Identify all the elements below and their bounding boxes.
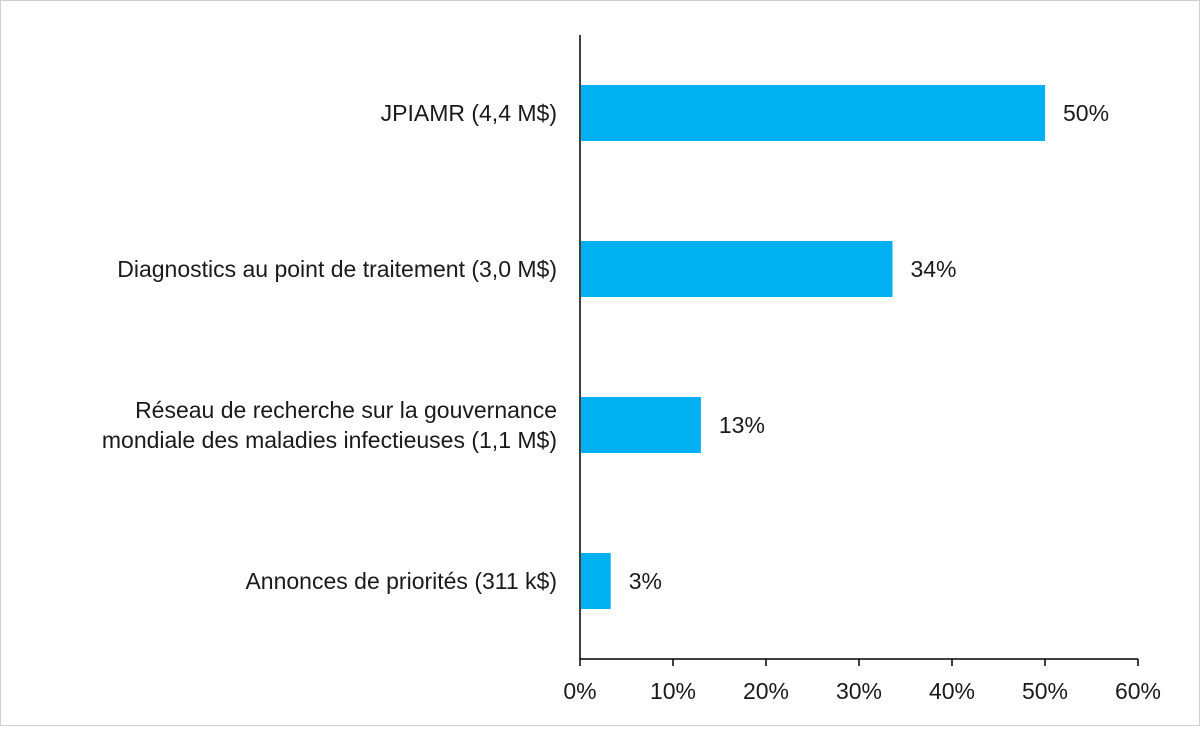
bar-1 [581, 85, 1045, 141]
x-tick-label-2: 20% [743, 678, 789, 704]
bar-3 [581, 397, 701, 453]
x-tick-label-4: 40% [929, 678, 975, 704]
data-label-3: 13% [719, 412, 765, 438]
x-tick-labels: 0% 10% 20% 30% 40% 50% 60% [563, 678, 1161, 704]
x-tick-label-6: 60% [1115, 678, 1161, 704]
bar-2 [581, 241, 893, 297]
category-label-3-line-1: Réseau de recherche sur la gouvernance [135, 397, 557, 423]
data-label-4: 3% [629, 568, 662, 594]
category-labels: JPIAMR (4,4 M$) Diagnostics au point de t… [102, 100, 557, 594]
x-tick-label-3: 30% [836, 678, 882, 704]
data-label-1: 50% [1063, 100, 1109, 126]
bars-group [581, 85, 1045, 609]
x-tick-label-0: 0% [563, 678, 596, 704]
x-tick-label-1: 10% [650, 678, 696, 704]
category-label-1: JPIAMR (4,4 M$) [381, 100, 557, 126]
category-label-4: Annonces de priorités (311 k$) [245, 568, 557, 594]
data-label-2: 34% [910, 256, 956, 282]
x-tick-label-5: 50% [1022, 678, 1068, 704]
category-label-2: Diagnostics au point de traitement (3,0 … [117, 256, 557, 282]
bar-4 [581, 553, 611, 609]
axes-group [579, 35, 1139, 666]
category-label-3-line-2: mondiale des maladies infectieuses (1,1 … [102, 427, 557, 453]
value-labels: 50% 34% 13% 3% [629, 100, 1109, 594]
